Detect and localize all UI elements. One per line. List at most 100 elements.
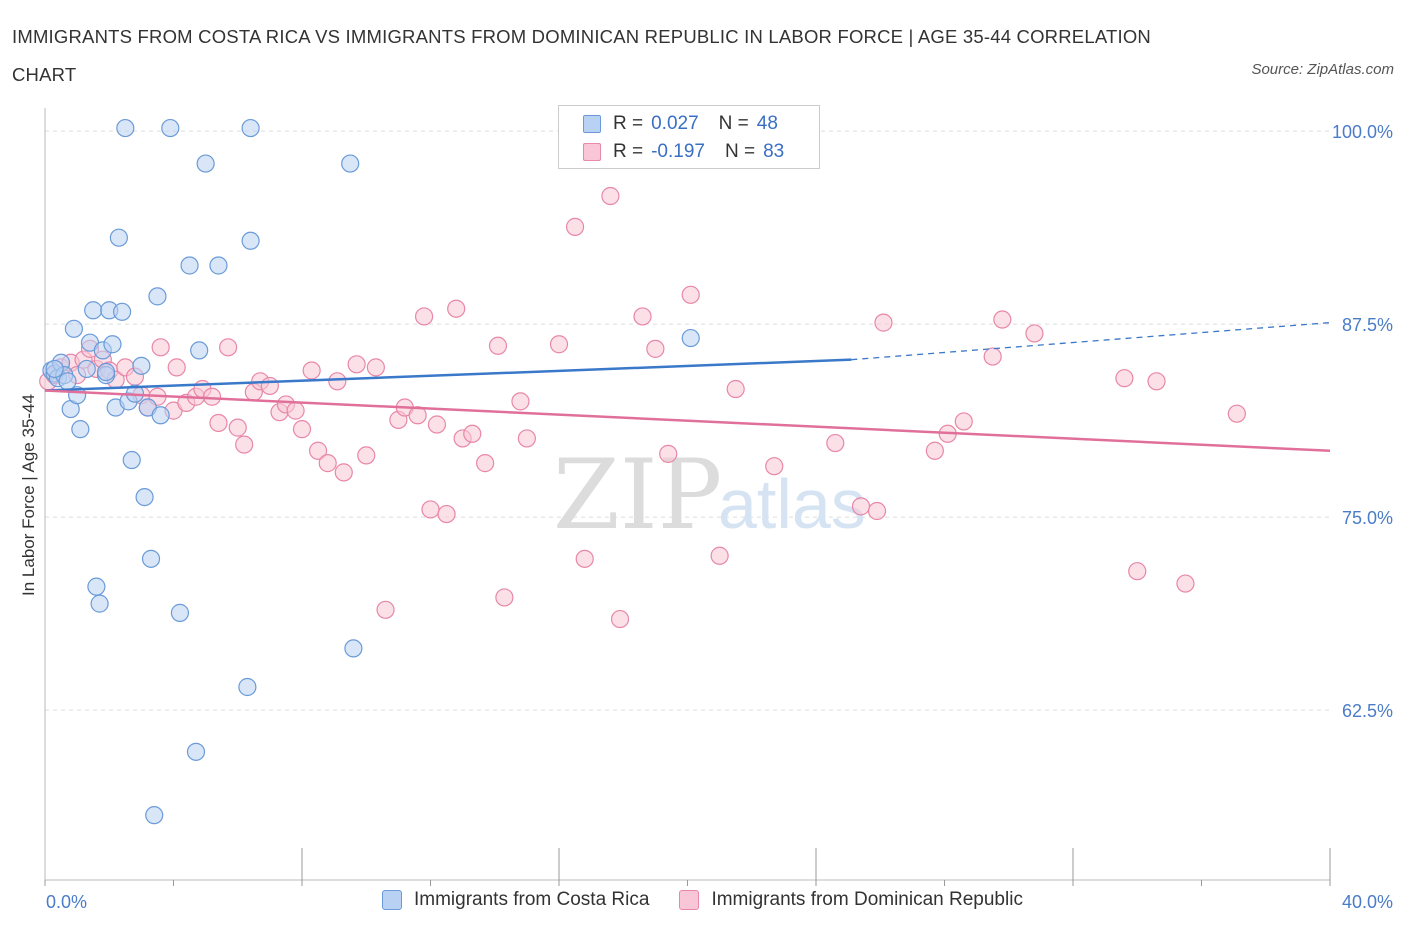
stats-legend: R = 0.027 N = 48 R = -0.197 N = 83: [558, 105, 820, 169]
dominican-point: [765, 457, 784, 476]
r-label: R =: [613, 113, 644, 134]
dominican-point: [601, 186, 620, 206]
tick-labels: 100.0% 87.5% 75.0% 62.5% 0.0% 40.0%: [46, 122, 1393, 912]
costa-rica-swatch-icon: [382, 890, 402, 910]
dominican-point: [565, 217, 585, 236]
costa-rica-point: [90, 594, 109, 613]
costa-rica-point: [161, 118, 180, 138]
series-costa-rica-points: [42, 118, 700, 825]
costa-rica-point: [190, 341, 209, 360]
dominican-point: [463, 424, 482, 443]
costa-rica-point: [196, 154, 215, 173]
series-dominican-points: [39, 186, 1246, 629]
dominican-point: [874, 313, 893, 332]
r-value: 0.027: [651, 113, 699, 134]
costa-rica-point: [209, 256, 228, 275]
dominican-point: [357, 446, 376, 465]
r-label: R =: [613, 141, 644, 162]
dominican-point: [347, 355, 366, 374]
n-value: 83: [763, 141, 785, 162]
dominican-point: [511, 392, 530, 411]
costa-rica-point: [109, 228, 128, 247]
legend-item-costa-rica[interactable]: Immigrants from Costa Rica: [382, 889, 649, 911]
y-tick-label: 100.0%: [1332, 122, 1393, 142]
costa-rica-point: [145, 806, 164, 825]
dominican-swatch-icon: [679, 890, 700, 910]
costa-rica-point: [344, 639, 363, 658]
stats-legend-row-costa-rica: R = 0.027 N = 48: [583, 111, 798, 137]
costa-rica-point: [681, 328, 700, 348]
dominican-point: [235, 435, 254, 454]
costa-rica-point: [45, 359, 64, 379]
costa-rica-point: [241, 118, 260, 138]
source-label: Source: ZipAtlas.com: [1251, 61, 1394, 78]
dominican-point: [1025, 324, 1044, 343]
costa-rica-point: [135, 487, 154, 507]
dominican-point: [292, 420, 312, 439]
dominican-point: [549, 335, 569, 354]
dominican-point: [1227, 404, 1246, 423]
dominican-point: [308, 441, 328, 460]
costa-rica-trend-extension: [851, 321, 1331, 361]
axes: [44, 108, 1331, 886]
dominican-point: [495, 588, 514, 607]
trend-lines: [44, 321, 1331, 453]
dominican-point: [334, 463, 353, 482]
dominican-point: [610, 609, 630, 629]
dominican-point: [1115, 369, 1134, 388]
dominican-point: [659, 444, 678, 463]
y-tick-label: 62.5%: [1342, 701, 1393, 721]
dominican-point: [993, 310, 1012, 329]
dominican-point: [202, 387, 222, 406]
dominican-point: [414, 307, 434, 326]
costa-rica-point: [77, 359, 96, 379]
dominican-point: [726, 379, 745, 399]
dominican-point: [421, 500, 440, 519]
costa-rica-point: [241, 231, 260, 250]
dominican-point: [408, 406, 427, 425]
costa-rica-point: [151, 406, 170, 425]
dominican-point: [476, 454, 495, 473]
costa-rica-point: [103, 335, 122, 354]
costa-rica-point: [112, 302, 132, 321]
dominican-point: [954, 412, 973, 431]
dominican-point: [1176, 574, 1195, 593]
costa-rica-point: [180, 256, 199, 275]
costa-rica-point: [141, 549, 161, 568]
dominican-point: [646, 339, 665, 358]
costa-rica-point: [148, 287, 167, 306]
dominican-point: [851, 497, 871, 516]
dominican-point: [260, 376, 279, 396]
costa-rica-point: [170, 603, 190, 622]
costa-rica-point: [132, 356, 151, 375]
costa-rica-point: [122, 450, 141, 470]
y-tick-label: 87.5%: [1342, 315, 1393, 335]
watermark-zip: ZIP: [553, 439, 722, 551]
costa-rica-point: [341, 154, 360, 173]
n-label: N =: [718, 113, 749, 134]
dominican-point: [286, 401, 305, 420]
dominican-point: [447, 299, 466, 318]
dominican-point: [151, 338, 170, 357]
chart-title: IMMIGRANTS FROM COSTA RICA VS IMMIGRANTS…: [12, 26, 1151, 85]
dominican-point: [1147, 372, 1166, 391]
dominican-point: [376, 600, 395, 619]
dominican-trend-line: [44, 389, 1331, 453]
dominican-point: [983, 347, 1002, 366]
y-tick-label: 75.0%: [1342, 508, 1393, 528]
legend-item-dominican[interactable]: Immigrants from Dominican Republic: [679, 889, 1023, 911]
dominican-point: [318, 454, 337, 473]
n-value: 48: [756, 113, 778, 134]
legend-label: Immigrants from Dominican Republic: [711, 889, 1023, 910]
dominican-point: [575, 549, 594, 568]
dominican-point: [437, 504, 456, 524]
costa-rica-point: [71, 420, 90, 439]
dominican-point: [710, 546, 729, 565]
dominican-point: [302, 361, 321, 380]
dominican-point: [867, 501, 887, 521]
dominican-point: [219, 338, 238, 357]
watermark: ZIP atlas: [553, 439, 866, 551]
costa-rica-point: [96, 362, 116, 382]
dominican-point: [328, 372, 347, 391]
costa-rica-point: [84, 301, 103, 320]
